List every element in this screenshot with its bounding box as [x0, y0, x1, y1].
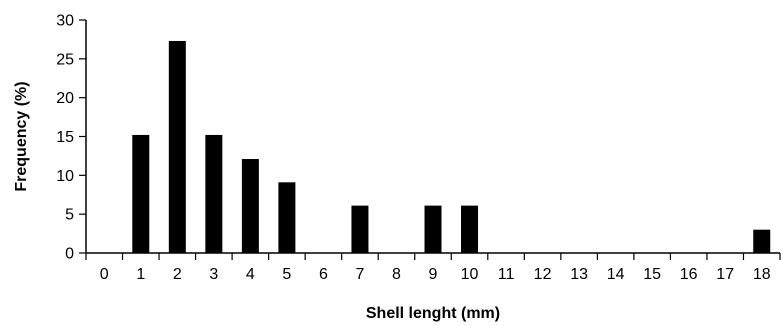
x-tick-label: 11	[498, 266, 515, 283]
x-tick-label: 1	[136, 266, 145, 283]
bars-layer	[132, 40, 771, 253]
x-tick-label: 18	[753, 266, 771, 283]
y-tick-label: 15	[56, 129, 74, 146]
bar-1	[132, 134, 150, 253]
bar-9	[424, 205, 442, 253]
bar-5	[278, 182, 296, 253]
x-axis-title: Shell lenght (mm)	[366, 305, 500, 322]
y-tick-label: 25	[56, 51, 74, 68]
x-tick-label: 14	[607, 266, 625, 283]
x-tick-label: 5	[282, 266, 291, 283]
x-tick-label: 2	[173, 266, 182, 283]
y-tick-label: 30	[56, 13, 74, 30]
bar-4	[241, 159, 259, 253]
y-tick-label: 10	[56, 168, 74, 185]
x-tick-label: 13	[570, 266, 588, 283]
x-tick-label: 0	[100, 266, 109, 283]
x-tick-label: 17	[716, 266, 734, 283]
bar-3	[205, 134, 223, 253]
x-tick-label: 10	[461, 266, 479, 283]
ticks-layer	[79, 19, 781, 260]
bar-2	[168, 40, 186, 253]
y-tick-label: 0	[65, 246, 74, 263]
bar-10	[461, 205, 479, 253]
x-tick-label: 12	[534, 266, 552, 283]
y-axis-title: Frequency (%)	[13, 81, 30, 191]
x-tick-label: 6	[319, 266, 328, 283]
x-tick-label: 15	[643, 266, 661, 283]
x-tick-label: 4	[246, 266, 255, 283]
bar-7	[351, 205, 369, 253]
y-tick-label: 20	[56, 90, 74, 107]
x-tick-label: 16	[680, 266, 698, 283]
x-tick-label: 9	[429, 266, 438, 283]
x-tick-label: 7	[355, 266, 364, 283]
y-tick-label: 5	[65, 207, 74, 224]
bar-18	[753, 229, 771, 253]
x-tick-label: 3	[209, 266, 218, 283]
x-tick-label: 8	[392, 266, 401, 283]
